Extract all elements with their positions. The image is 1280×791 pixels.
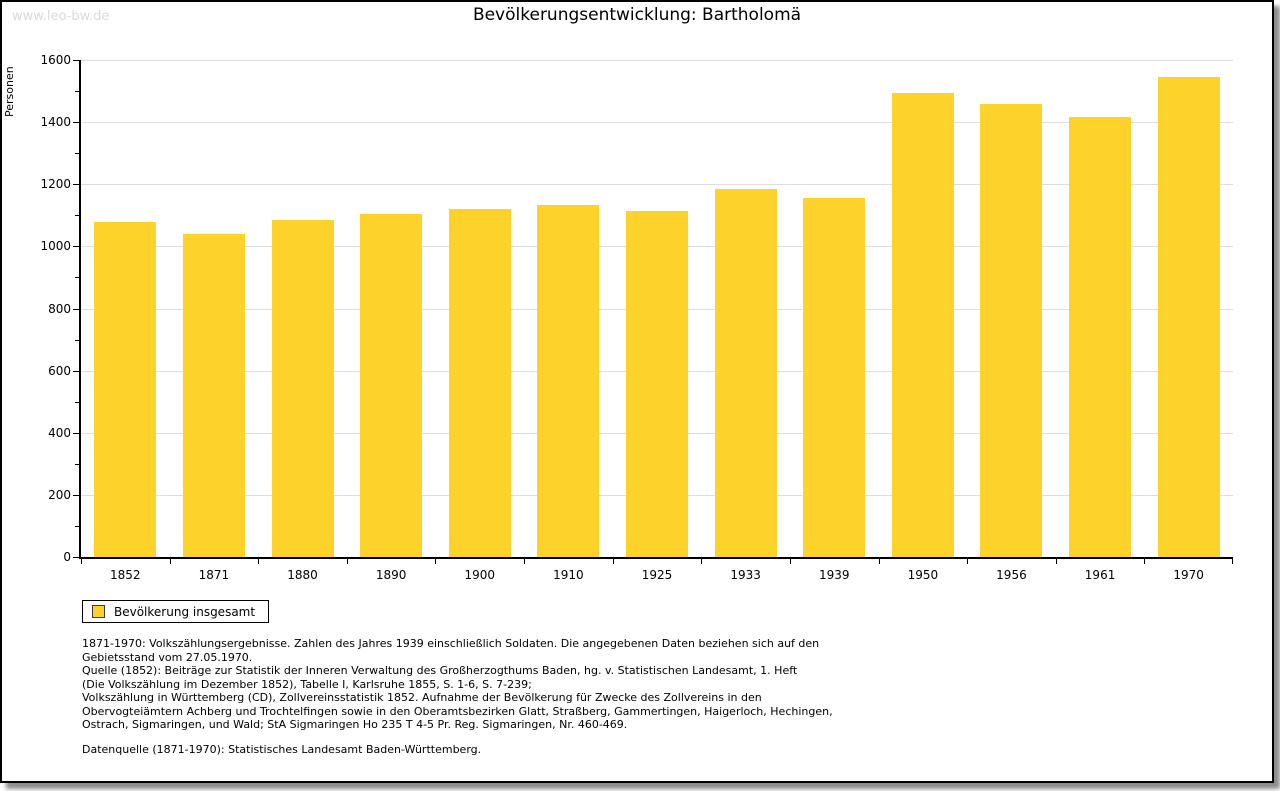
bar [891, 92, 954, 557]
y-axis-label: 400 [48, 425, 71, 440]
y-axis-label: 1400 [40, 115, 71, 130]
chart-title: Bevölkerungsentwicklung: Bartholomä [472, 5, 802, 25]
bar [980, 104, 1043, 557]
y-axis-label: 600 [48, 363, 71, 378]
y-axis-minor-tick [75, 463, 79, 465]
legend-box: Bevölkerung insgesamt [82, 600, 270, 623]
bar [1069, 116, 1132, 557]
x-axis-label: 1890 [375, 568, 407, 582]
datasource-text: Datenquelle (1871-1970): Statistisches L… [82, 743, 482, 756]
x-axis-tick [789, 559, 791, 564]
x-axis-tick [524, 559, 526, 564]
bar [626, 210, 688, 557]
bar [271, 219, 334, 557]
bar [360, 213, 423, 557]
x-axis-label: 1950 [907, 568, 939, 582]
x-axis-tick [878, 559, 880, 564]
x-axis-tick [1232, 559, 1233, 564]
y-axis-tick [73, 122, 79, 124]
y-axis-tick [73, 60, 79, 61]
x-axis-label: 1910 [553, 568, 584, 582]
x-axis-tick [701, 559, 703, 564]
y-axis-label: 800 [48, 301, 71, 316]
y-axis-title: Personen [3, 66, 16, 117]
x-axis-label: 1900 [464, 568, 496, 582]
bar [537, 204, 600, 557]
x-axis-tick [346, 559, 348, 564]
y-axis-label: 1000 [40, 239, 71, 254]
y-axis-label: 1600 [40, 53, 71, 67]
x-axis-label: 1925 [641, 568, 673, 582]
bar [94, 221, 157, 557]
y-axis-tick [73, 432, 79, 434]
y-axis-label: 200 [48, 487, 71, 502]
x-axis-tick [81, 559, 82, 564]
y-axis-minor-tick [75, 215, 79, 217]
x-axis-label: 1961 [1084, 568, 1116, 582]
x-axis-label: 1933 [730, 568, 761, 582]
y-axis-tick [73, 370, 79, 372]
y-axis-minor-tick [75, 277, 79, 279]
bar [1157, 77, 1220, 557]
legend-label: Bevölkerung insgesamt [114, 604, 256, 619]
x-axis-tick [612, 559, 614, 564]
gridline [81, 122, 1233, 124]
bar [182, 233, 245, 557]
y-axis-tick [73, 308, 79, 310]
x-axis-label: 1871 [198, 568, 230, 582]
y-axis-minor-tick [75, 525, 79, 527]
x-axis-tick [169, 559, 171, 564]
y-axis-label: 1200 [40, 177, 71, 192]
x-axis-tick [1055, 559, 1057, 564]
y-axis-minor-tick [75, 91, 79, 93]
y-axis-tick [73, 246, 79, 248]
bar [803, 197, 866, 557]
x-axis-label: 1970 [1173, 568, 1204, 582]
y-axis-tick [73, 557, 79, 558]
x-axis-tick [258, 559, 260, 564]
legend-swatch-icon [92, 605, 105, 618]
x-axis-tick [1144, 559, 1146, 564]
gridline [81, 60, 1233, 61]
footnotes-text: 1871-1970: Volkszählungsergebnisse. Zahl… [82, 637, 833, 731]
x-axis-label: 1852 [110, 568, 141, 582]
x-axis-tick [435, 559, 437, 564]
y-axis-minor-tick [75, 153, 79, 155]
x-axis-label: 1880 [287, 568, 318, 582]
y-axis-label: 0 [63, 550, 71, 564]
y-axis-minor-tick [75, 339, 79, 341]
bar [448, 208, 511, 557]
y-axis-tick [73, 184, 79, 186]
plot-area: 0 200 400 600 800 1000 1200 1400 1600 1852 1871 188… [40, 53, 1233, 582]
x-axis-label: 1956 [996, 568, 1027, 582]
x-axis-tick [967, 559, 969, 564]
y-axis-minor-tick [75, 401, 79, 403]
watermark: www.leo-bw.de [12, 9, 110, 24]
gridline [81, 184, 1233, 186]
y-axis-tick [73, 494, 79, 496]
x-axis-label: 1939 [818, 568, 850, 582]
bar [714, 189, 777, 557]
